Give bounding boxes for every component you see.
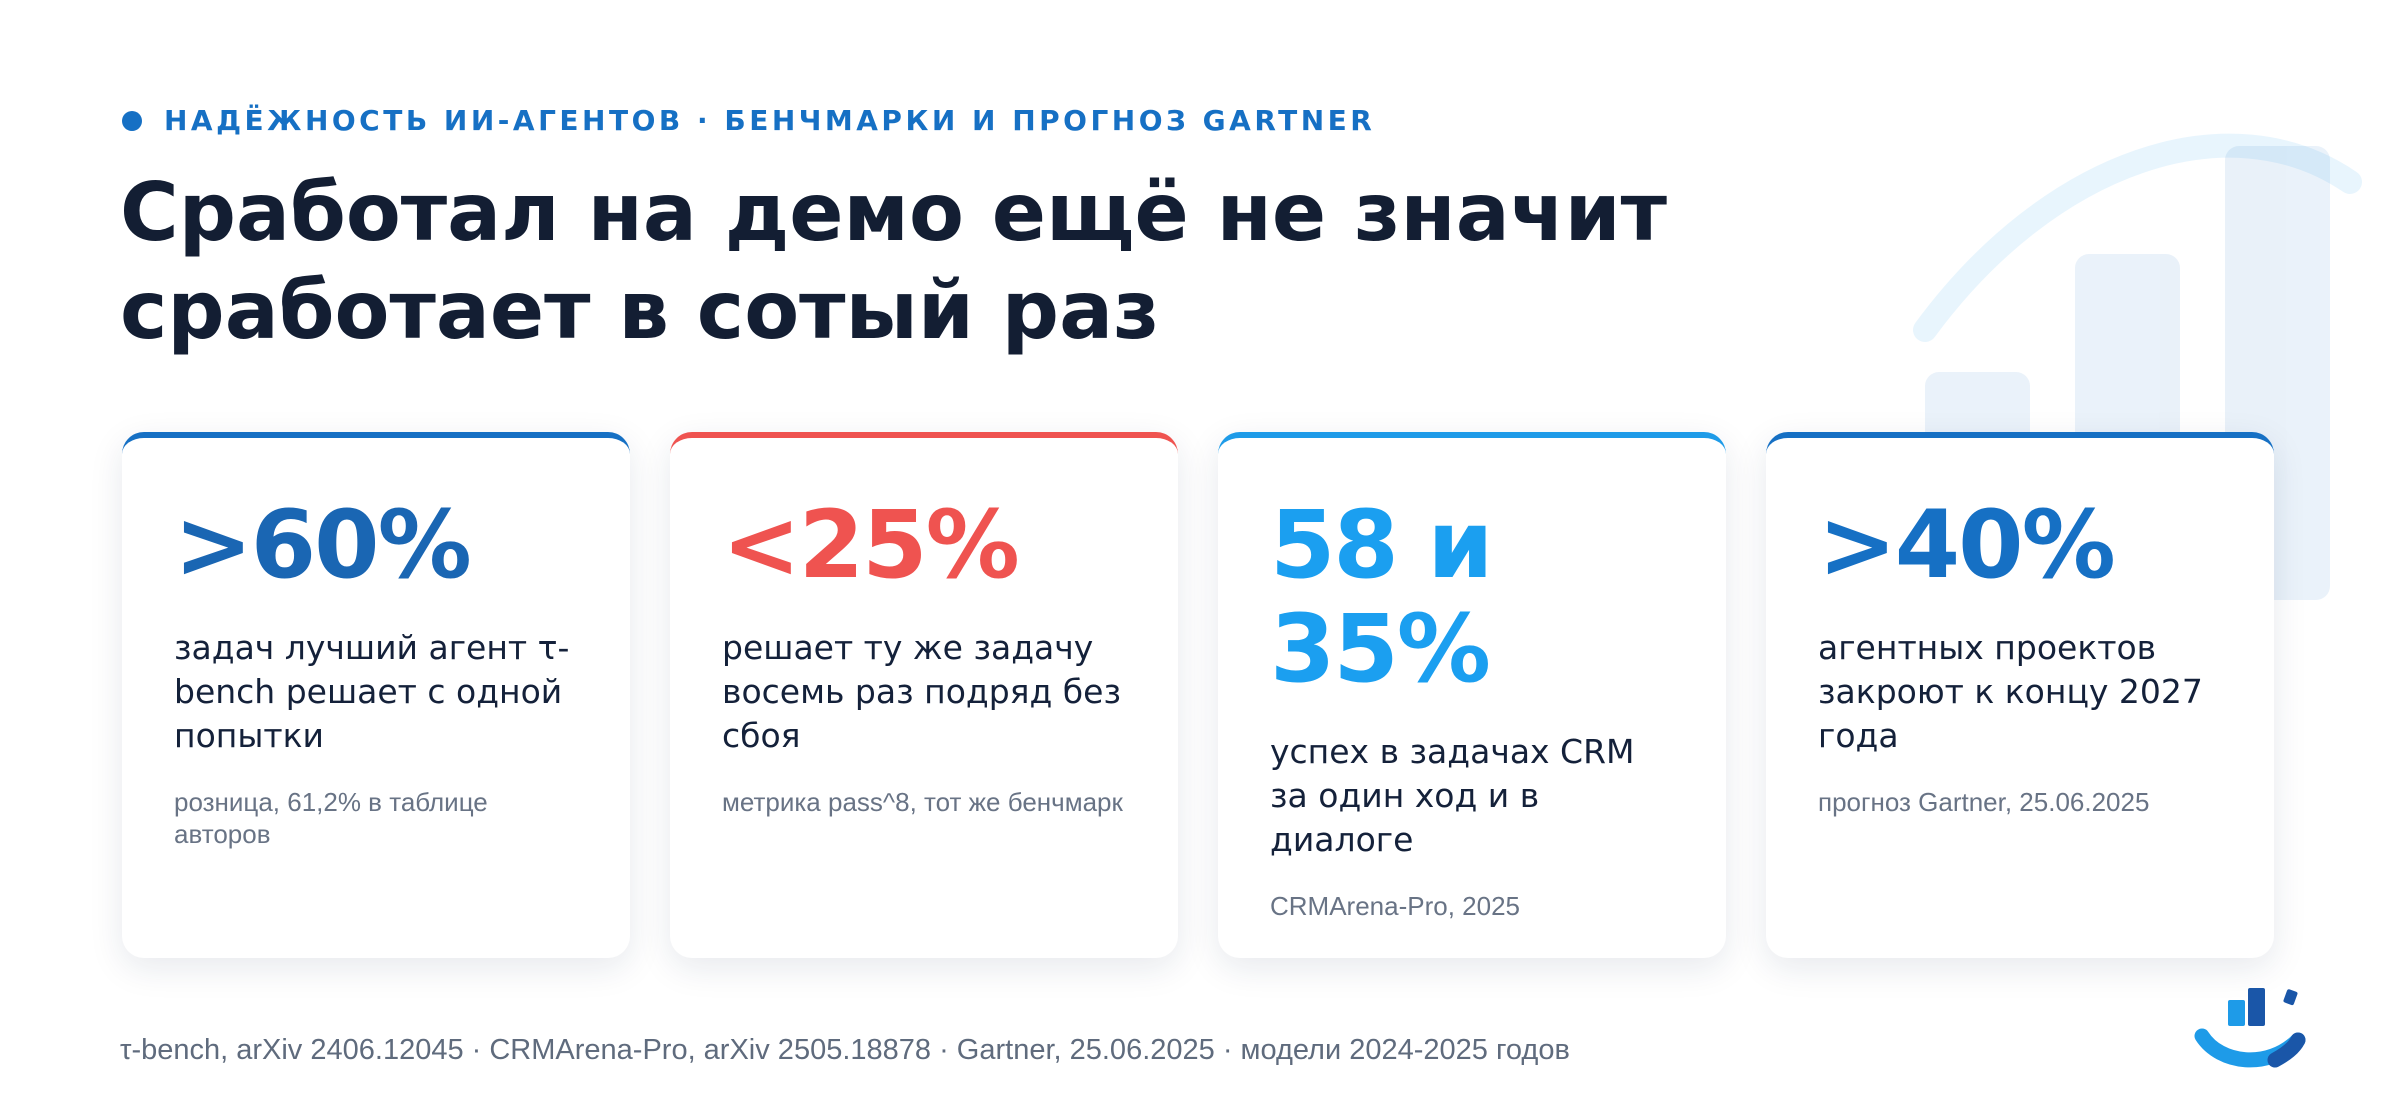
- bullet-dot-icon: [122, 110, 142, 131]
- stat-value: 58 и 35%: [1270, 491, 1493, 704]
- chart-logo-icon: [2194, 988, 2306, 1068]
- stat-description: агентных проектов закроют к концу 2027 г…: [1818, 628, 2203, 755]
- stat-card-gartner: >40% агентных проектов закроют к концу 2…: [1766, 432, 2274, 958]
- stat-value: >60%: [174, 491, 472, 600]
- stat-card-first-try: >60% задач лучший агент τ-bench решает с…: [122, 432, 630, 958]
- stat-note: прогноз Gartner, 25.06.2025: [1818, 787, 2150, 817]
- stat-description: задач лучший агент τ-bench решает с одно…: [174, 628, 570, 755]
- stat-card-pass8: <25% решает ту же задачу восемь раз подр…: [670, 432, 1178, 958]
- stat-cards: >60% задач лучший агент τ-bench решает с…: [122, 432, 2274, 958]
- eyebrow-text: НАДЁЖНОСТЬ ИИ-АГЕНТОВ · БЕНЧМАРКИ И ПРОГ…: [164, 104, 1376, 137]
- eyebrow: НАДЁЖНОСТЬ ИИ-АГЕНТОВ · БЕНЧМАРКИ И ПРОГ…: [122, 104, 1375, 137]
- footer-sources: τ-bench, arXiv 2406.12045 · CRMArena-Pro…: [120, 1034, 1570, 1066]
- stat-note: CRMArena-Pro, 2025: [1270, 891, 1520, 921]
- stat-note: розница, 61,2% в таблице авторов: [174, 787, 488, 849]
- stat-value: <25%: [722, 491, 1020, 600]
- stat-note: метрика pass^8, тот же бенчмарк: [722, 787, 1123, 817]
- page-title: Сработал на демо ещё не значит сработает…: [120, 166, 1668, 357]
- stat-value: >40%: [1818, 491, 2116, 600]
- stat-description: успех в задачах CRM за один ход и в диал…: [1270, 732, 1635, 859]
- stat-card-crm: 58 и 35% успех в задачах CRM за один ход…: [1218, 432, 1726, 958]
- stat-description: решает ту же задачу восемь раз подряд бе…: [722, 628, 1122, 755]
